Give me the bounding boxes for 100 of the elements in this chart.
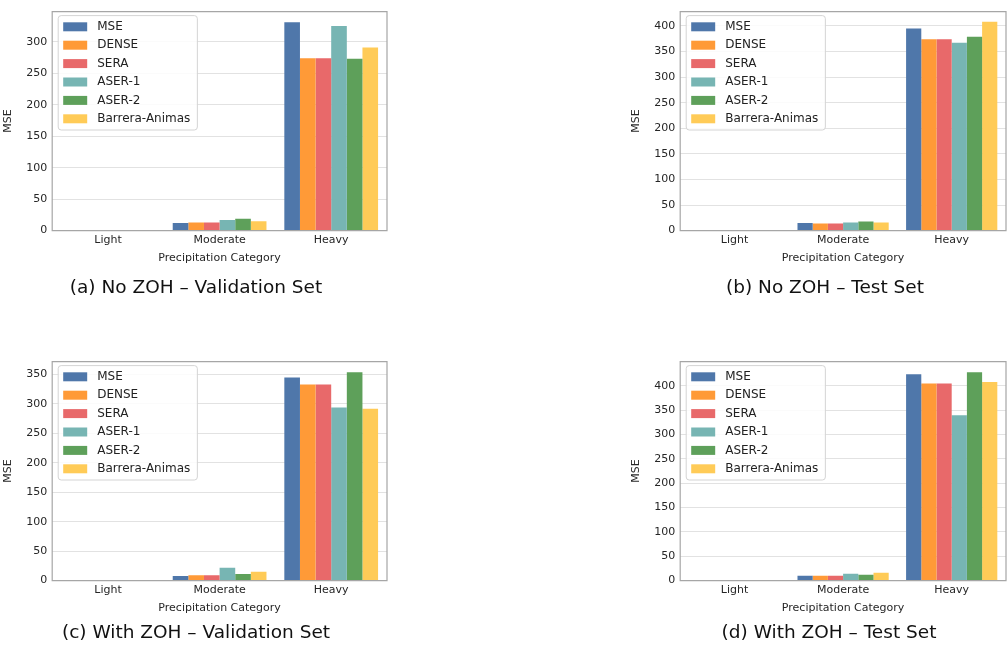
legend-label: DENSE bbox=[97, 37, 139, 52]
bar bbox=[172, 223, 189, 231]
y-tick-label: 100 bbox=[654, 172, 676, 186]
bar bbox=[284, 377, 300, 581]
bar bbox=[346, 58, 363, 231]
bar bbox=[331, 26, 347, 231]
x-tick-label: Light bbox=[720, 233, 749, 247]
bar bbox=[250, 221, 267, 231]
y-tick-label: 250 bbox=[654, 451, 676, 465]
y-tick-label: 250 bbox=[26, 426, 48, 440]
bar bbox=[827, 575, 844, 581]
legend-label: MSE bbox=[725, 18, 751, 33]
legend-label: ASER-1 bbox=[97, 424, 141, 439]
bar bbox=[858, 574, 874, 581]
x-axis-title: Precipitation Category bbox=[781, 601, 905, 615]
x-tick-label: Heavy bbox=[313, 583, 350, 597]
bar bbox=[873, 572, 889, 581]
x-axis-title: Precipitation Category bbox=[158, 251, 282, 265]
y-tick-label: 0 bbox=[668, 223, 676, 237]
y-axis-title: MSE bbox=[629, 459, 643, 483]
bar bbox=[827, 223, 844, 231]
x-tick-label: Moderate bbox=[816, 233, 870, 247]
y-tick-label: 50 bbox=[661, 197, 676, 211]
bar bbox=[219, 219, 236, 231]
bar bbox=[966, 36, 983, 231]
bar bbox=[951, 415, 967, 581]
bar bbox=[858, 221, 874, 231]
y-tick-label: 400 bbox=[654, 18, 676, 32]
bar bbox=[921, 39, 937, 231]
bar bbox=[982, 21, 998, 231]
y-tick-label: 0 bbox=[40, 573, 48, 587]
legend-label: Barrera-Animas bbox=[97, 460, 191, 475]
bar bbox=[299, 58, 316, 231]
bar bbox=[188, 575, 204, 581]
bar bbox=[797, 575, 813, 581]
y-tick-label: 150 bbox=[26, 485, 48, 499]
y-tick-label: 50 bbox=[661, 549, 676, 563]
y-tick-label: 300 bbox=[26, 396, 48, 410]
y-tick-label: 150 bbox=[654, 500, 676, 514]
bar bbox=[203, 575, 220, 581]
text: (d) With ZOH – Test Set bbox=[721, 621, 937, 643]
legend-label: ASER-1 bbox=[725, 74, 769, 89]
legend-label: ASER-2 bbox=[725, 92, 769, 107]
bar bbox=[299, 384, 316, 581]
text: (c) With ZOH – Validation Set bbox=[61, 621, 331, 643]
y-tick-label: 150 bbox=[26, 129, 48, 143]
bar bbox=[362, 408, 379, 581]
bar bbox=[188, 222, 204, 231]
x-tick-label: Moderate bbox=[193, 583, 246, 597]
y-tick-label: 250 bbox=[26, 66, 48, 80]
x-tick-label: Moderate bbox=[193, 233, 246, 247]
y-axis-title: MSE bbox=[1, 109, 15, 133]
bar bbox=[219, 567, 236, 581]
y-tick-label: 300 bbox=[654, 427, 676, 441]
legend-label: ASER-2 bbox=[725, 442, 769, 457]
legend-label: MSE bbox=[97, 368, 123, 383]
y-tick-label: 0 bbox=[668, 573, 676, 587]
bar bbox=[812, 575, 828, 581]
bar bbox=[982, 382, 998, 581]
legend-label: ASER-2 bbox=[97, 442, 141, 457]
legend-label: SERA bbox=[97, 55, 130, 70]
y-tick-label: 200 bbox=[26, 97, 48, 111]
bar bbox=[843, 573, 859, 581]
bar bbox=[873, 222, 889, 231]
y-tick-label: 200 bbox=[26, 455, 48, 469]
legend-label: DENSE bbox=[725, 387, 767, 402]
bar bbox=[966, 372, 983, 581]
x-axis-title: Precipitation Category bbox=[158, 601, 282, 615]
legend-label: Barrera-Animas bbox=[725, 110, 819, 125]
y-axis-title: MSE bbox=[629, 109, 643, 133]
bar bbox=[235, 218, 251, 231]
bar bbox=[315, 58, 332, 231]
x-tick-label: Moderate bbox=[816, 583, 870, 597]
x-tick-label: Heavy bbox=[934, 233, 970, 247]
y-tick-label: 200 bbox=[654, 121, 676, 135]
bar bbox=[250, 571, 267, 581]
bar bbox=[284, 22, 300, 231]
y-tick-label: 350 bbox=[26, 367, 48, 381]
y-tick-label: 350 bbox=[654, 44, 676, 58]
legend-label: DENSE bbox=[97, 387, 139, 402]
y-tick-label: 300 bbox=[654, 69, 676, 83]
bar bbox=[203, 222, 220, 231]
y-tick-label: 150 bbox=[654, 146, 676, 160]
y-tick-label: 100 bbox=[26, 514, 48, 528]
bar bbox=[235, 574, 251, 581]
legend-label: ASER-1 bbox=[725, 424, 769, 439]
legend-label: Barrera-Animas bbox=[725, 460, 819, 475]
x-tick-label: Light bbox=[720, 583, 749, 597]
bar bbox=[921, 383, 937, 581]
y-tick-label: 300 bbox=[26, 34, 48, 48]
bar bbox=[315, 384, 332, 581]
bar bbox=[797, 222, 813, 231]
y-tick-label: 0 bbox=[40, 223, 48, 237]
y-tick-label: 50 bbox=[33, 191, 48, 205]
y-tick-label: 100 bbox=[654, 524, 676, 538]
y-tick-label: 350 bbox=[654, 403, 676, 417]
x-tick-label: Heavy bbox=[313, 233, 350, 247]
bar bbox=[362, 47, 379, 231]
legend-label: SERA bbox=[725, 405, 758, 420]
bar bbox=[951, 42, 967, 231]
